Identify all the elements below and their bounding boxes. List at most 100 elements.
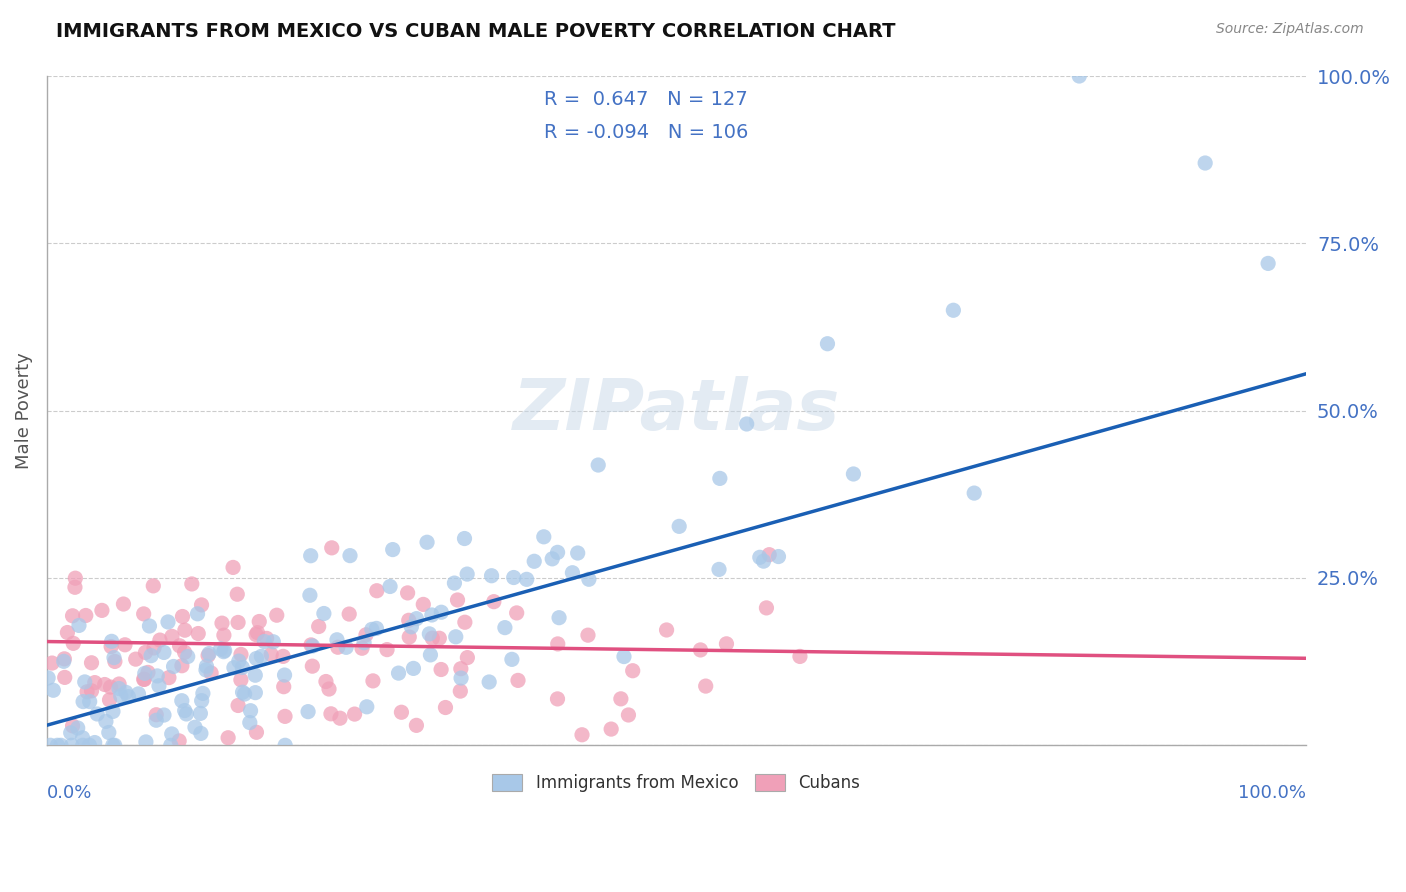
Point: [132, 673, 155, 687]
Point: [253, 634, 276, 648]
Point: [108, 677, 131, 691]
Point: [115, 685, 138, 699]
Point: [312, 607, 335, 621]
Point: [153, 645, 176, 659]
Point: [506, 673, 529, 688]
Point: [430, 663, 453, 677]
Point: [211, 616, 233, 631]
Point: [321, 541, 343, 555]
Point: [942, 303, 965, 318]
Text: R =  0.647   N = 127: R = 0.647 N = 127: [544, 90, 748, 109]
Point: [56, 625, 79, 640]
Point: [446, 593, 468, 607]
Point: [516, 572, 538, 586]
Text: R = -0.094   N = 106: R = -0.094 N = 106: [544, 123, 748, 143]
Point: [297, 705, 319, 719]
Point: [59, 726, 82, 740]
Point: [229, 673, 252, 687]
Point: [456, 567, 478, 582]
Point: [49, 739, 72, 753]
Point: [172, 609, 194, 624]
Point: [523, 554, 546, 568]
Point: [378, 579, 401, 593]
Point: [72, 731, 94, 745]
Point: [271, 649, 294, 664]
Point: [190, 726, 212, 740]
Point: [755, 600, 778, 615]
Point: [108, 681, 131, 696]
Point: [135, 735, 157, 749]
Point: [146, 669, 169, 683]
Point: [273, 680, 295, 694]
Point: [621, 664, 644, 678]
Point: [695, 679, 717, 693]
Point: [262, 634, 284, 648]
Point: [145, 713, 167, 727]
Point: [159, 739, 181, 753]
Point: [301, 659, 323, 673]
Point: [187, 607, 209, 621]
Point: [482, 595, 505, 609]
Point: [138, 619, 160, 633]
Point: [160, 727, 183, 741]
Point: [298, 588, 321, 602]
Text: ZIPatlas: ZIPatlas: [513, 376, 839, 445]
Point: [454, 615, 477, 630]
Point: [246, 625, 269, 640]
Point: [576, 628, 599, 642]
Point: [134, 673, 156, 687]
Point: [450, 671, 472, 685]
Point: [456, 650, 478, 665]
Point: [366, 621, 388, 635]
Point: [1194, 156, 1216, 170]
Point: [586, 458, 609, 472]
Point: [127, 687, 149, 701]
Point: [250, 649, 273, 664]
Point: [375, 642, 398, 657]
Point: [184, 720, 207, 734]
Point: [260, 648, 283, 662]
Point: [209, 641, 232, 656]
Point: [217, 731, 239, 745]
Point: [354, 628, 377, 642]
Point: [195, 659, 218, 673]
Point: [173, 623, 195, 637]
Point: [339, 549, 361, 563]
Point: [752, 554, 775, 568]
Point: [162, 659, 184, 673]
Point: [153, 708, 176, 723]
Point: [52, 654, 75, 668]
Point: [567, 546, 589, 560]
Point: [420, 607, 443, 622]
Point: [197, 648, 219, 663]
Point: [398, 630, 420, 644]
Point: [478, 675, 501, 690]
Point: [101, 739, 124, 753]
Point: [125, 652, 148, 666]
Point: [350, 641, 373, 656]
Point: [156, 615, 179, 629]
Text: Source: ZipAtlas.com: Source: ZipAtlas.com: [1216, 22, 1364, 37]
Point: [1069, 69, 1091, 83]
Point: [226, 587, 249, 601]
Point: [1257, 256, 1279, 270]
Point: [143, 640, 166, 655]
Point: [655, 623, 678, 637]
Point: [231, 660, 253, 674]
Point: [735, 417, 758, 431]
Point: [453, 532, 475, 546]
Point: [160, 629, 183, 643]
Point: [256, 632, 278, 646]
Point: [53, 670, 76, 684]
Y-axis label: Male Poverty: Male Poverty: [15, 352, 32, 469]
Point: [173, 704, 195, 718]
Point: [547, 637, 569, 651]
Point: [329, 711, 352, 725]
Point: [145, 707, 167, 722]
Point: [600, 722, 623, 736]
Point: [169, 639, 191, 653]
Point: [228, 654, 250, 668]
Point: [427, 632, 450, 646]
Point: [226, 698, 249, 713]
Point: [190, 706, 212, 721]
